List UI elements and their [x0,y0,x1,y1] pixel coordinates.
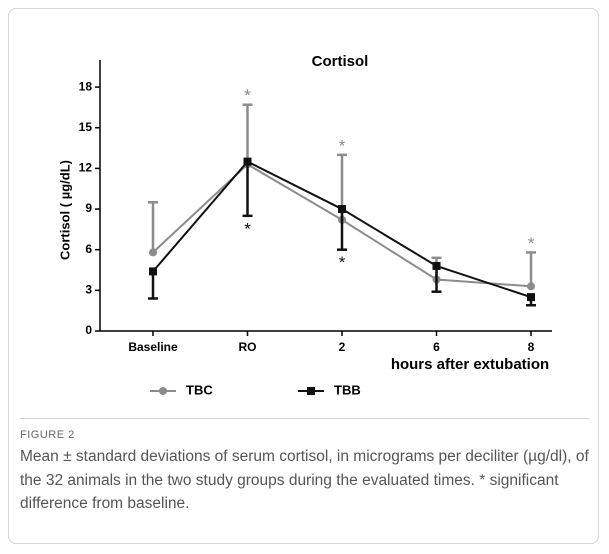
significance-mark: * [528,234,535,253]
x-tick-label: 8 [528,340,535,354]
caption: Mean ± standard deviations of serum cort… [20,448,589,512]
point [338,205,346,214]
legend-label: TBB [334,382,361,397]
point [243,157,252,166]
y-tick-label: 9 [85,201,92,215]
significance-mark: * [244,86,251,105]
y-tick-label: 0 [85,323,92,337]
point [432,261,441,270]
y-tick-label: 12 [79,161,93,175]
significance-mark: * [339,253,346,272]
y-tick-label: 18 [79,79,93,93]
legend-label: TBC [186,382,213,397]
chart-title: Cortisol [312,53,369,70]
point [149,267,157,276]
significance-mark: * [339,136,346,155]
separator [20,418,590,419]
x-tick-label: RO [239,340,257,354]
legend-marker [307,387,315,395]
x-tick-label: 2 [339,340,346,354]
chart: Cortisol Cortisol ( µg/dL) hours after e… [57,53,552,397]
point [527,293,535,302]
significance-mark: * [244,219,251,238]
point [149,248,157,257]
y-tick-label: 3 [85,283,92,297]
x-tick-label: 6 [433,340,440,354]
x-tick-label: Baseline [128,340,178,354]
y-axis-label: Cortisol ( µg/dL) [57,160,72,260]
x-axis-label: hours after extubation [391,356,549,373]
figure-label: FIGURE 2 [20,429,75,441]
y-tick-label: 6 [85,242,92,256]
point [527,282,535,291]
legend-marker [159,387,167,395]
figure-card [8,8,599,544]
y-tick-label: 15 [79,120,93,134]
